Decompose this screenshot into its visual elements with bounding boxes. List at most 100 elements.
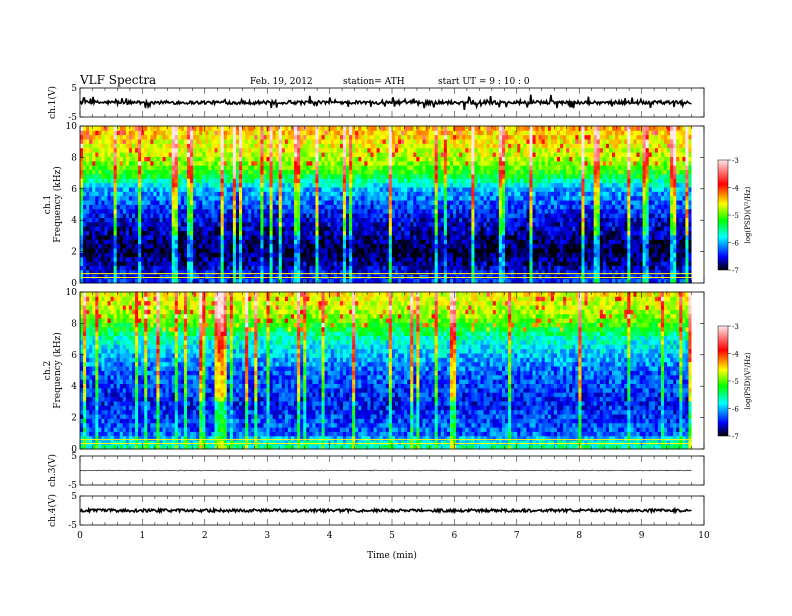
- spectrogram-cell: [621, 248, 624, 253]
- spectrogram-cell: [606, 196, 609, 201]
- spectrogram-cell: [520, 235, 523, 240]
- spectrogram-cell: [670, 178, 673, 183]
- spectrogram-cell: [548, 191, 551, 196]
- spectrogram-cell: [92, 239, 95, 244]
- spectrogram-cell: [481, 187, 484, 192]
- spectrogram-cell: [315, 174, 318, 179]
- spectrogram-cell: [300, 200, 303, 205]
- spectrogram-cell: [487, 200, 490, 205]
- spectrogram-cell: [166, 248, 169, 253]
- spectrogram-cell: [101, 252, 104, 257]
- spectrogram-cell: [178, 239, 181, 244]
- spectrogram-cell: [572, 261, 575, 266]
- spectrogram-cell: [508, 191, 511, 196]
- spectrogram-cell: [594, 209, 597, 214]
- spectrogram-cell: [581, 252, 584, 257]
- spectrogram-cell: [664, 196, 667, 201]
- spectrogram-cell: [132, 235, 135, 240]
- spectrogram-cell: [343, 183, 346, 188]
- spectrogram-cell: [612, 209, 615, 214]
- spectrogram-cell: [618, 218, 621, 223]
- spectrogram-cell: [236, 222, 239, 227]
- spectrogram-cell: [282, 191, 285, 196]
- spectrogram-cell: [462, 274, 465, 279]
- spectrogram-cell: [370, 196, 373, 201]
- spectrogram-cell: [600, 274, 603, 279]
- spectrogram-cell: [618, 183, 621, 188]
- spectrogram-cell: [426, 266, 429, 271]
- spectrogram-cell: [664, 244, 667, 249]
- spectrogram-cell: [566, 178, 569, 183]
- spectrogram-cell: [514, 226, 517, 231]
- spectrogram-cell: [346, 187, 349, 192]
- spectrogram-cell: [630, 191, 633, 196]
- spectrogram-cell: [144, 266, 147, 271]
- spectrogram-cell: [147, 187, 150, 192]
- spectrogram-cell: [141, 205, 144, 210]
- spectrogram-cell: [630, 183, 633, 188]
- spectrogram-cell: [175, 274, 178, 279]
- spectrogram-cell: [126, 178, 129, 183]
- spectrogram-cell: [211, 261, 214, 266]
- spectrogram-cell: [416, 226, 419, 231]
- spectrogram-cell: [474, 222, 477, 227]
- spectrogram-cell: [676, 252, 679, 257]
- spectrogram-cell: [407, 196, 410, 201]
- spectrogram-cell: [126, 183, 129, 188]
- spectrogram-cell: [643, 248, 646, 253]
- spectrogram-cell: [520, 178, 523, 183]
- spectrogram-cell: [533, 257, 536, 262]
- spectrogram-cell: [548, 274, 551, 279]
- spectrogram-cell: [248, 205, 251, 210]
- spectrogram-cell: [422, 218, 425, 223]
- spectrogram-cell: [190, 213, 193, 218]
- spectrogram-cell: [196, 213, 199, 218]
- spectrogram-cell: [322, 235, 325, 240]
- spectrogram-cell: [343, 205, 346, 210]
- spectrogram-cell: [612, 187, 615, 192]
- spectrogram-cell: [355, 261, 358, 266]
- spectrogram-cell: [477, 196, 480, 201]
- spectrogram-cell: [581, 218, 584, 223]
- spectrogram-cell: [346, 183, 349, 188]
- spectrogram-cell: [585, 187, 588, 192]
- spectrogram-cell: [135, 274, 138, 279]
- spectrogram-cell: [260, 218, 263, 223]
- spectrogram-cell: [114, 174, 117, 179]
- spectrogram-cell: [306, 196, 309, 201]
- spectrogram-cell: [572, 196, 575, 201]
- spectrogram-cell: [196, 222, 199, 227]
- spectrogram-cell: [291, 252, 294, 257]
- spectrogram-cell: [563, 231, 566, 236]
- spectrogram-cell: [484, 266, 487, 271]
- spectrogram-cell: [144, 218, 147, 223]
- spectrogram-cell: [153, 191, 156, 196]
- spectrogram-cell: [380, 239, 383, 244]
- spectrogram-cell: [239, 187, 242, 192]
- spectrogram-cell: [661, 274, 664, 279]
- spectrogram-cell: [236, 239, 239, 244]
- spectrogram-cell: [606, 178, 609, 183]
- spectrogram-cell: [520, 191, 523, 196]
- spectrogram-cell: [429, 239, 432, 244]
- spectrogram-cell: [215, 248, 218, 253]
- spectrogram-cell: [471, 218, 474, 223]
- spectrogram-cell: [199, 205, 202, 210]
- spectrogram-cell: [239, 200, 242, 205]
- spectrogram-cell: [636, 196, 639, 201]
- spectrogram-cell: [670, 257, 673, 262]
- spectrogram-cell: [215, 196, 218, 201]
- spectrogram-cell: [600, 200, 603, 205]
- spectrogram-cell: [233, 174, 236, 179]
- spectrogram-cell: [349, 205, 352, 210]
- spectrogram-cell: [459, 222, 462, 227]
- spectrogram-cell: [288, 187, 291, 192]
- spectrogram-cell: [490, 205, 493, 210]
- spectrogram-cell: [456, 231, 459, 236]
- spectrogram-cell: [514, 252, 517, 257]
- spectrogram-cell: [187, 261, 190, 266]
- spectrogram-cell: [108, 274, 111, 279]
- spectrogram-cell: [557, 239, 560, 244]
- spectrogram-cell: [132, 266, 135, 271]
- spectrogram-cell: [328, 231, 331, 236]
